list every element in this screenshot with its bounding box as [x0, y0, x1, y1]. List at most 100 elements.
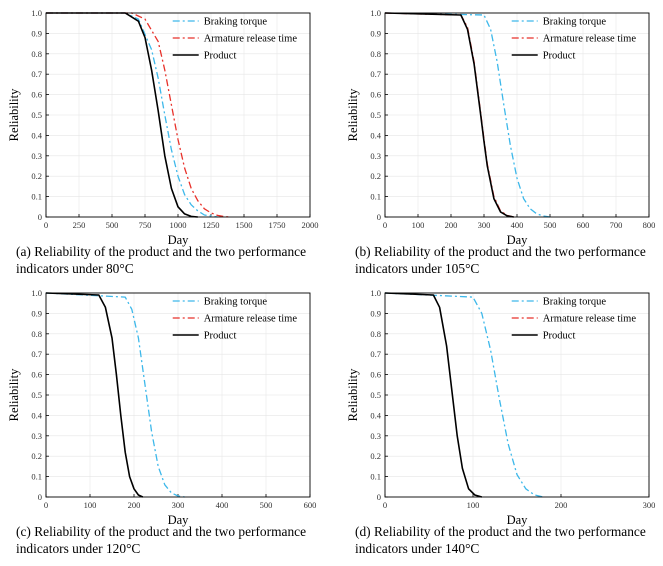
- y-axis-title: Reliability: [7, 88, 21, 142]
- caption-b-line1: (b) Reliability of the product and the t…: [355, 244, 646, 259]
- series-line-product: [46, 12, 198, 218]
- y-tick-label: 0.8: [31, 49, 42, 59]
- x-tick-label: 1250: [203, 220, 220, 230]
- series-line-braking-torque: [46, 12, 218, 218]
- x-tick-label: 0: [383, 220, 387, 230]
- y-tick-label: 0: [377, 212, 381, 222]
- plot-frame: [384, 12, 650, 218]
- y-tick-label: 0.6: [370, 90, 381, 100]
- caption-a-line1: (a) Reliability of the product and the t…: [16, 244, 307, 259]
- y-tick-label: 1.0: [31, 288, 42, 298]
- y-tick-label: 0.4: [370, 410, 381, 420]
- y-tick-label: 0.7: [370, 69, 381, 79]
- legend-label-product: Product: [543, 331, 576, 342]
- caption-d: (d) Reliability of the product and the t…: [355, 523, 663, 557]
- y-tick-label: 0.3: [31, 431, 42, 441]
- legend-label-armature-release-time: Armature release time: [543, 34, 637, 45]
- series-line-braking-torque: [45, 292, 185, 498]
- legend-label-product: Product: [204, 51, 237, 62]
- grid-a: [45, 12, 311, 218]
- series-line-product: [384, 12, 514, 218]
- y-tick-label: 0.3: [370, 431, 381, 441]
- y-tick-label: 1.0: [31, 8, 42, 18]
- caption-a-line2: indicators under 80°C: [16, 261, 134, 276]
- y-tick-label: 0.1: [370, 472, 381, 482]
- y-tick-label: 0.2: [31, 451, 42, 461]
- y-tick-label: 0.4: [370, 130, 381, 140]
- y-tick-label: 0.6: [31, 370, 42, 380]
- y-tick-label: 0.9: [370, 28, 381, 38]
- y-tick-label: 0.3: [370, 151, 381, 161]
- x-tick-label: 400: [216, 500, 229, 510]
- y-tick-label: 0.5: [31, 110, 42, 120]
- x-tick-label: 100: [467, 500, 480, 510]
- caption-d-line1: (d) Reliability of the product and the t…: [355, 524, 646, 539]
- series-line-armature-release-time: [46, 12, 231, 218]
- y-tick-label: 0.7: [31, 69, 42, 79]
- caption-c: (c) Reliability of the product and the t…: [16, 523, 328, 557]
- x-tick-label: 500: [544, 220, 557, 230]
- caption-a: (a) Reliability of the product and the t…: [16, 243, 328, 277]
- x-tick-label: 400: [511, 220, 524, 230]
- x-tick-label: 600: [304, 500, 317, 510]
- y-tick-label: 0.8: [370, 329, 381, 339]
- y-tick-label: 0.2: [31, 171, 42, 181]
- x-tick-label: 100: [84, 500, 97, 510]
- y-tick-label: 0.5: [370, 390, 381, 400]
- x-tick-label: 1500: [236, 220, 253, 230]
- y-tick-label: 0: [38, 492, 42, 502]
- x-tick-label: 800: [643, 220, 656, 230]
- y-tick-label: 0.7: [31, 349, 42, 359]
- plot-frame: [45, 12, 311, 218]
- caption-d-line2: indicators under 140°C: [355, 541, 480, 556]
- y-axis-title: Reliability: [346, 368, 360, 422]
- legend-label-product: Product: [204, 331, 237, 342]
- plot-frame: [45, 292, 311, 498]
- chart-panel-c: 0 100 200 300 400 500 600 0 0.1 0.2 0.3 0.4 0.5 0.6 0.…: [0, 280, 330, 563]
- x-tick-label: 500: [106, 220, 119, 230]
- y-tick-label: 0.5: [31, 390, 42, 400]
- y-tick-label: 0.9: [370, 308, 381, 318]
- y-tick-label: 0.1: [31, 192, 42, 202]
- y-axis-title: Reliability: [7, 368, 21, 422]
- y-tick-label: 0.7: [370, 349, 381, 359]
- x-tick-label: 200: [555, 500, 568, 510]
- legend-label-braking-torque: Braking torque: [543, 297, 607, 308]
- y-tick-label: 0.2: [370, 451, 381, 461]
- x-tick-label: 0: [44, 220, 48, 230]
- x-tick-label: 300: [643, 500, 656, 510]
- caption-b: (b) Reliability of the product and the t…: [355, 243, 663, 277]
- series-line-product: [45, 292, 144, 498]
- y-tick-label: 0.6: [31, 90, 42, 100]
- x-axis-title: Day: [168, 233, 190, 247]
- y-tick-label: 0.1: [370, 192, 381, 202]
- legend-label-braking-torque: Braking torque: [543, 17, 607, 28]
- chart-b: 0 100 200 300 400 500 600 700 800 0 0.1 0.2 0.3 0.4 0.…: [346, 8, 656, 247]
- legend-label-braking-torque: Braking torque: [204, 17, 268, 28]
- x-tick-label: 1000: [170, 220, 187, 230]
- chart-c: 0 100 200 300 400 500 600 0 0.1 0.2 0.3 0.4 0.5 0.6 0.…: [7, 288, 317, 527]
- legend-label-armature-release-time: Armature release time: [543, 314, 637, 325]
- y-tick-label: 1.0: [370, 8, 381, 18]
- series-line-product: [384, 292, 483, 498]
- y-tick-label: 0.8: [31, 329, 42, 339]
- y-tick-label: 1.0: [370, 288, 381, 298]
- x-tick-label: 200: [445, 220, 458, 230]
- y-tick-label: 0: [377, 492, 381, 502]
- y-axis-title: Reliability: [346, 88, 360, 142]
- legend-label-armature-release-time: Armature release time: [204, 314, 298, 325]
- y-tick-label: 0: [38, 212, 42, 222]
- y-tick-label: 0.9: [31, 308, 42, 318]
- legend-label-armature-release-time: Armature release time: [204, 34, 298, 45]
- x-tick-label: 2000: [302, 220, 319, 230]
- x-tick-label: 600: [577, 220, 590, 230]
- x-tick-label: 750: [139, 220, 152, 230]
- y-tick-label: 0.4: [31, 410, 42, 420]
- chart-panel-b: 0 100 200 300 400 500 600 700 800 0 0.1 0.2 0.3 0.4 0.…: [333, 0, 663, 283]
- y-tick-label: 0.2: [370, 171, 381, 181]
- y-tick-label: 0.9: [31, 28, 42, 38]
- caption-b-line2: indicators under 105°C: [355, 261, 480, 276]
- y-tick-label: 0.6: [370, 370, 381, 380]
- x-tick-label: 1750: [269, 220, 286, 230]
- x-axis-title: Day: [168, 513, 190, 527]
